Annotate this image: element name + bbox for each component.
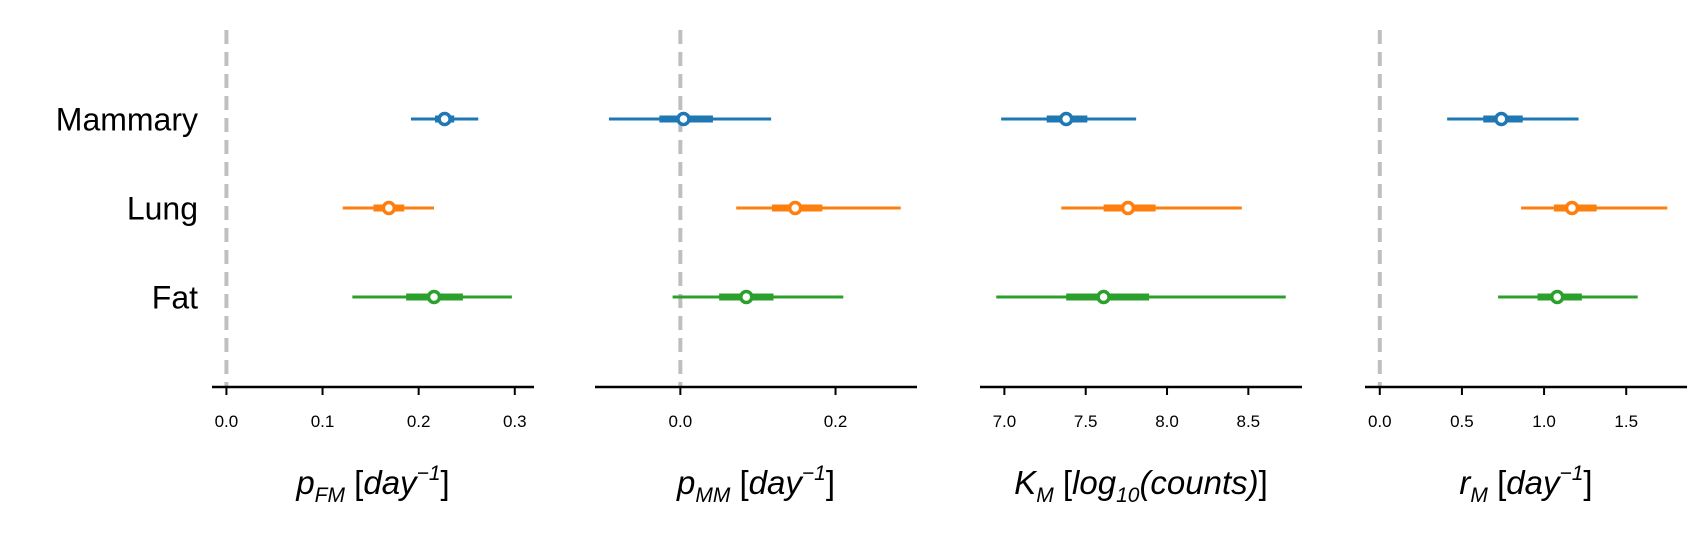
x-tick-label: 0.0 xyxy=(669,412,693,431)
point-estimate-marker xyxy=(1494,111,1509,127)
interval-lung xyxy=(1521,200,1668,216)
point-estimate-marker xyxy=(437,111,452,127)
x-tick-label: 0.2 xyxy=(824,412,848,431)
panel-3: 7.0 7.5 8.0 8.5 KM [log10(counts)] xyxy=(980,111,1302,507)
x-axis-title: pFM [day−1] xyxy=(295,462,449,507)
x-tick-label: 7.0 xyxy=(993,412,1017,431)
interval-fat xyxy=(352,289,512,305)
point-estimate-marker xyxy=(676,111,691,127)
interval-mammary xyxy=(410,111,479,127)
interval-lung xyxy=(1061,200,1242,216)
interval-mammary xyxy=(1001,111,1137,127)
panel-4: 0.0 0.5 1.0 1.5 rM [day−1] xyxy=(1365,30,1687,507)
point-estimate-marker xyxy=(1120,200,1136,216)
x-axis-title: rM [day−1] xyxy=(1459,462,1592,507)
x-tick-label: 8.0 xyxy=(1155,412,1179,431)
panels: 0.0 0.1 0.2 0.3 pFM [day−1] 0.0 0.2 pMM [day−1]… xyxy=(212,30,1687,507)
point-estimate-marker xyxy=(381,200,397,216)
x-tick-label: 0.2 xyxy=(407,412,431,431)
point-estimate-marker xyxy=(1058,111,1074,127)
point-estimate-marker xyxy=(1549,289,1565,305)
x-tick-label: 0.0 xyxy=(1368,412,1392,431)
interval-lung xyxy=(736,200,901,216)
x-tick-label: 0.5 xyxy=(1450,412,1474,431)
x-tick-label: 0.3 xyxy=(503,412,527,431)
interval-fat xyxy=(1498,289,1638,305)
x-tick-label: 1.0 xyxy=(1532,412,1556,431)
panel-1: 0.0 0.1 0.2 0.3 pFM [day−1] xyxy=(212,30,534,507)
panel-2: 0.0 0.2 pMM [day−1] xyxy=(595,30,917,507)
point-estimate-marker xyxy=(426,289,442,305)
interval-mammary xyxy=(1447,111,1579,127)
x-tick-label: 7.5 xyxy=(1074,412,1098,431)
interval-mammary xyxy=(608,111,772,127)
point-estimate-marker xyxy=(739,289,754,305)
x-tick-label: 1.5 xyxy=(1614,412,1638,431)
point-estimate-marker xyxy=(1096,289,1111,305)
x-axis-title: pMM [day−1] xyxy=(676,462,835,507)
interval-fat xyxy=(672,289,844,305)
point-estimate-marker xyxy=(787,200,803,216)
category-labels: Mammary Lung Fat xyxy=(56,101,198,315)
category-label-fat: Fat xyxy=(152,279,198,315)
point-estimate-marker xyxy=(1564,200,1580,216)
x-tick-label: 0.1 xyxy=(311,412,335,431)
x-axis-title: KM [log10(counts)] xyxy=(1014,464,1268,507)
x-tick-label: 8.5 xyxy=(1237,412,1261,431)
interval-fat xyxy=(996,289,1286,305)
category-label-lung: Lung xyxy=(127,190,198,226)
category-label-mammary: Mammary xyxy=(56,101,198,137)
x-tick-label: 0.0 xyxy=(215,412,239,431)
interval-lung xyxy=(342,200,435,216)
